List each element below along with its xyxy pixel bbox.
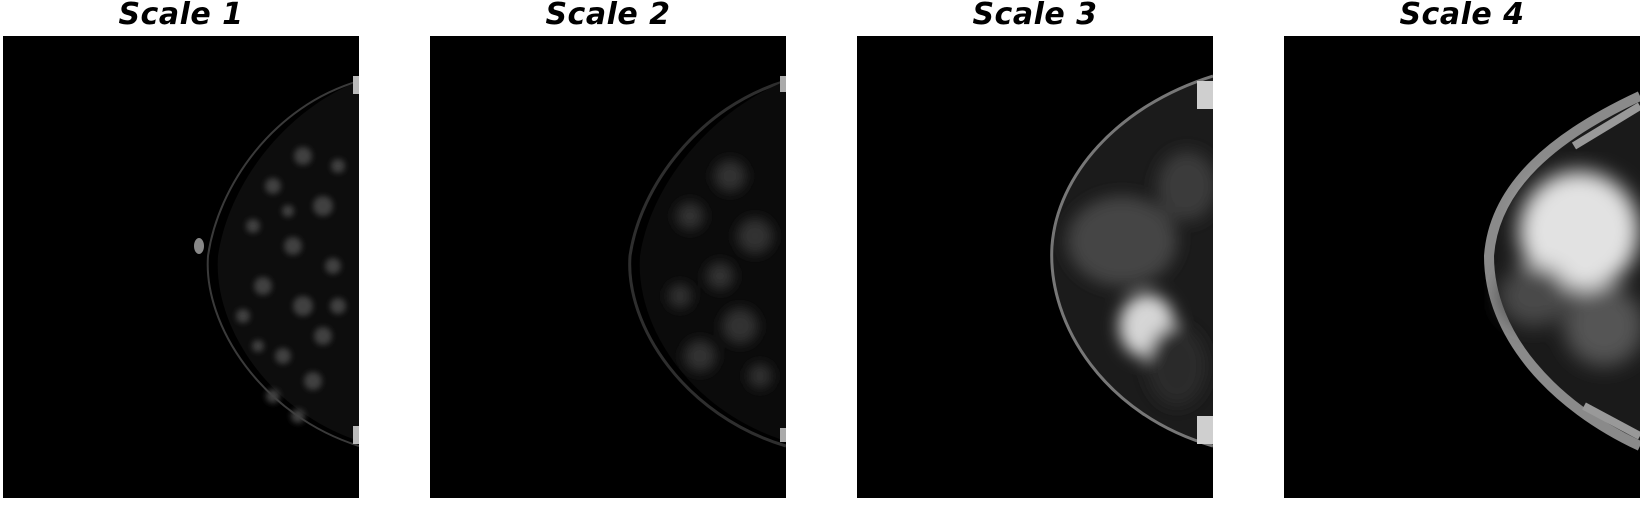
- panel-scale-4: Scale 4: [1284, 0, 1640, 505]
- mammogram-image-scale-2: [430, 36, 786, 498]
- mammogram-image-scale-1: [3, 36, 359, 498]
- panel-title: Scale 4: [1399, 0, 1525, 32]
- panel-scale-1: Scale 1: [3, 0, 359, 505]
- panel-scale-3: Scale 3: [857, 0, 1213, 505]
- panel-title: Scale 3: [972, 0, 1098, 32]
- panel-title: Scale 1: [118, 0, 244, 32]
- panel-scale-2: Scale 2: [430, 0, 786, 505]
- mammogram-image-scale-3: [857, 36, 1213, 498]
- panel-title: Scale 2: [545, 0, 671, 32]
- mammogram-image-scale-4: [1284, 36, 1640, 498]
